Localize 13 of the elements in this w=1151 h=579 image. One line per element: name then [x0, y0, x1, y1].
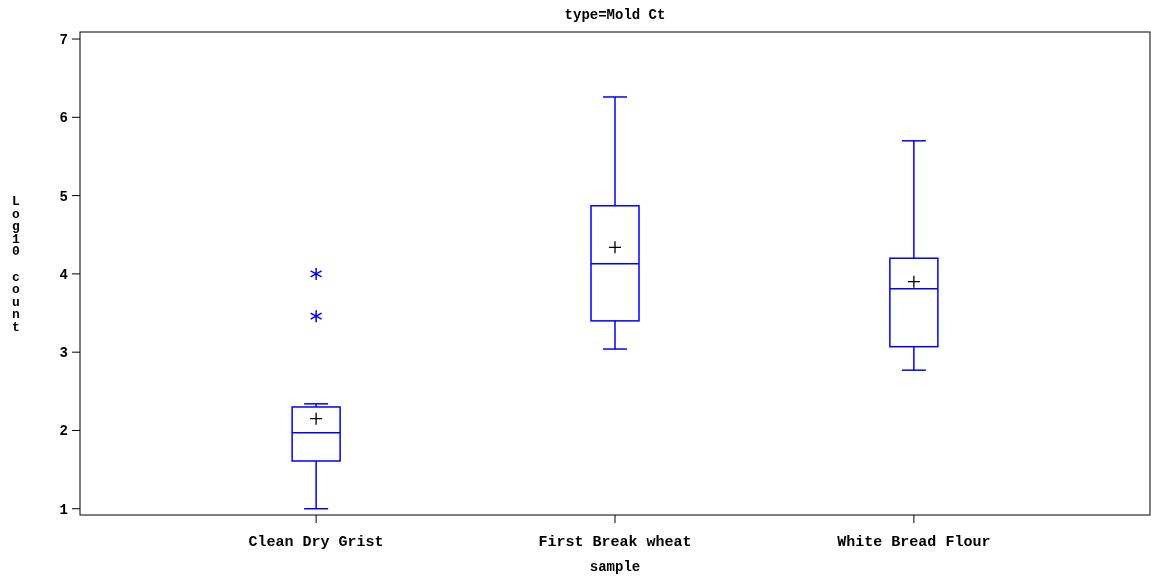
y-tick-label: 1	[59, 501, 68, 518]
y-tick-label: 4	[59, 266, 68, 283]
x-tick-label: White Bread Flour	[837, 534, 991, 551]
y-tick-label: 3	[59, 345, 68, 362]
x-tick-label: First Break wheat	[538, 534, 692, 551]
y-tick-label: 5	[59, 188, 68, 205]
y-tick-label: 2	[59, 423, 68, 440]
chart-title: type=Mold Ct	[564, 7, 666, 23]
x-tick-label: Clean Dry Grist	[248, 534, 384, 551]
x-axis-title: sample	[589, 559, 641, 575]
text: Log10 count	[12, 194, 20, 335]
y-tick-label: 7	[59, 31, 68, 48]
y-tick-label: 6	[59, 110, 68, 127]
